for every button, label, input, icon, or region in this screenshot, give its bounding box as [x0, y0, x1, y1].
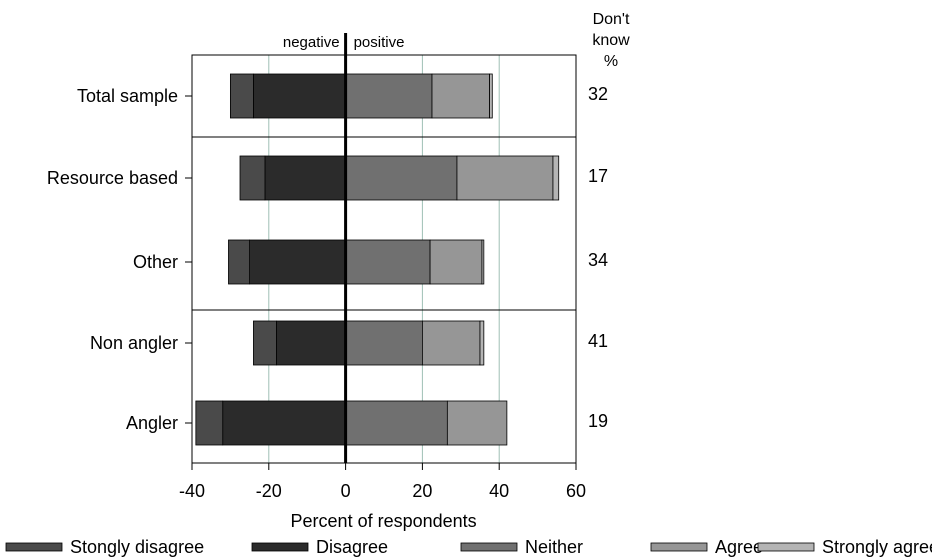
legend: Stongly disagree Disagree Neither Agree Stro… — [5, 537, 932, 557]
dont-know-header-line3: % — [604, 53, 618, 70]
dont-know-value-3: 41 — [588, 331, 608, 351]
legend-label-4: Strongly agree — [822, 537, 932, 557]
bar-strongly-agree-3 — [479, 320, 485, 366]
x-tick-label-3: 20 — [412, 481, 432, 501]
bar-disagree-4 — [222, 400, 346, 446]
bar-agree-3 — [421, 320, 481, 366]
bar-neither-3 — [345, 320, 423, 366]
bar-disagree-1 — [264, 155, 346, 201]
x-tick-label-4: 40 — [489, 481, 509, 501]
legend-label-2: Neither — [525, 537, 583, 557]
bar-disagree-3 — [276, 320, 347, 366]
legend-swatch-2 — [460, 542, 518, 552]
legend-label-0: Stongly disagree — [70, 537, 204, 557]
bar-stongly-disagree-2 — [228, 239, 250, 285]
y-tick-label-2: Other — [133, 252, 178, 272]
bar-agree-1 — [456, 155, 554, 201]
bar-stongly-disagree-1 — [239, 155, 266, 201]
bar-strongly-agree-1 — [552, 155, 560, 201]
dont-know-value-1: 17 — [588, 166, 608, 186]
plot-frame — [191, 54, 577, 464]
legend-label-1: Disagree — [316, 537, 388, 557]
x-tick-label-0: -40 — [179, 481, 205, 501]
x-tick-label-5: 60 — [566, 481, 586, 501]
bar-neither-0 — [345, 73, 433, 119]
bar-neither-4 — [345, 400, 448, 446]
bar-disagree-2 — [249, 239, 347, 285]
bar-stongly-disagree-4 — [195, 400, 224, 446]
dont-know-values: 32 17 34 41 19 — [588, 84, 608, 431]
legend-swatch-1 — [251, 542, 309, 552]
x-tick-label-1: -20 — [256, 481, 282, 501]
header-negative: negative — [283, 34, 340, 51]
dont-know-value-0: 32 — [588, 84, 608, 104]
y-tick-label-1: Resource based — [47, 168, 178, 188]
legend-label-3: Agree — [715, 537, 763, 557]
bar-disagree-0 — [253, 73, 347, 119]
bar-strongly-agree-2 — [481, 239, 485, 285]
bars-layer — [195, 73, 560, 446]
legend-swatch-0 — [5, 542, 63, 552]
x-ticks: -40 -20 0 20 40 60 — [179, 463, 586, 501]
bar-strongly-agree-0 — [489, 73, 493, 119]
dont-know-header-line1: Don't — [593, 11, 630, 28]
y-tick-label-0: Total sample — [77, 86, 178, 106]
y-tick-label-4: Angler — [126, 413, 178, 433]
bar-agree-0 — [431, 73, 490, 119]
dont-know-header-line2: know — [592, 32, 630, 49]
bar-agree-2 — [429, 239, 483, 285]
y-tick-labels: Total sample Resource based Other Non angle… — [47, 86, 192, 433]
bar-stongly-disagree-3 — [253, 320, 277, 366]
y-tick-label-3: Non angler — [90, 333, 178, 353]
x-tick-label-2: 0 — [341, 481, 351, 501]
bar-neither-1 — [345, 155, 458, 201]
bar-stongly-disagree-0 — [229, 73, 254, 119]
bar-agree-4 — [446, 400, 508, 446]
dont-know-value-4: 19 — [588, 411, 608, 431]
separators-layer — [192, 136, 576, 311]
header-positive: positive — [354, 34, 405, 51]
legend-swatch-3 — [650, 542, 708, 552]
dont-know-value-2: 34 — [588, 250, 608, 270]
x-axis-label: Percent of respondents — [291, 511, 477, 531]
bar-neither-2 — [345, 239, 431, 285]
legend-swatch-4 — [757, 542, 815, 552]
